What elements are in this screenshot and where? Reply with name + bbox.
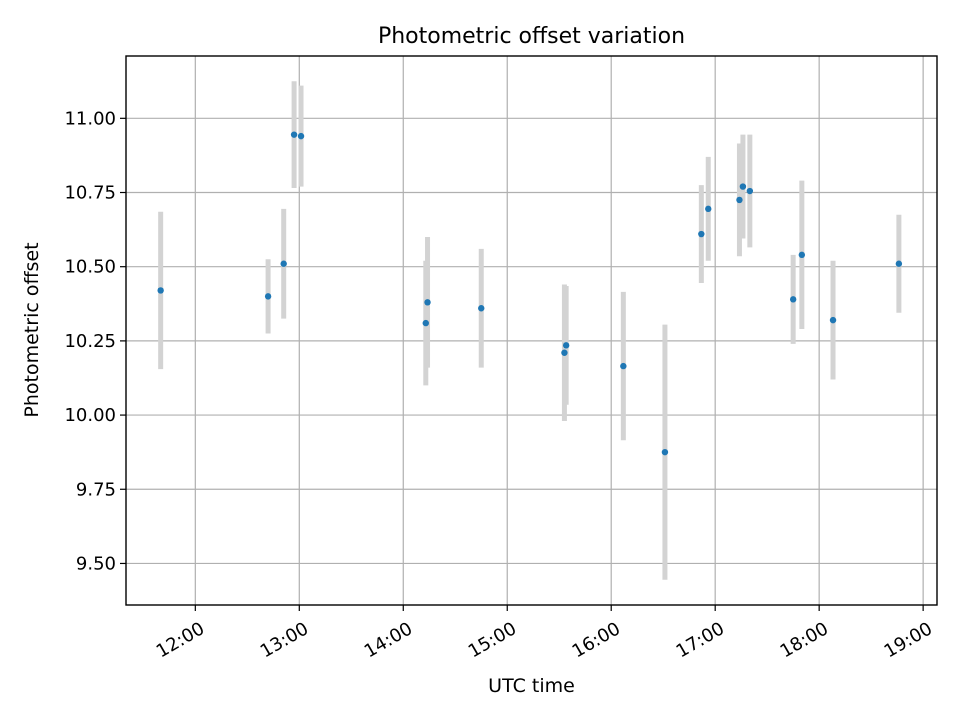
data-point	[424, 299, 431, 306]
data-point	[562, 342, 570, 349]
data-point	[478, 305, 485, 312]
data-point	[736, 196, 743, 204]
data-points	[157, 131, 903, 456]
data-point	[264, 293, 272, 300]
x-tick-label: 16:00	[569, 618, 624, 662]
data-point	[561, 349, 568, 356]
data-point	[157, 287, 164, 294]
x-tick-label: 15:00	[465, 618, 520, 662]
y-tick-label: 9.75	[76, 479, 116, 500]
chart-title: Photometric offset variation	[378, 24, 685, 49]
y-tick-label: 10.00	[64, 405, 116, 426]
data-point	[746, 187, 754, 195]
y-axis-label: Photometric offset	[21, 242, 43, 417]
x-tick-label: 18:00	[777, 618, 832, 662]
x-tick-label: 13:00	[257, 618, 312, 662]
data-point	[698, 230, 705, 238]
data-point	[829, 316, 837, 324]
x-tick-label: 14:00	[361, 618, 416, 662]
y-tick-label: 11.00	[64, 108, 116, 129]
data-point	[661, 448, 669, 456]
data-point	[739, 183, 747, 190]
data-point	[290, 131, 298, 138]
error-bars	[158, 81, 902, 580]
data-point	[280, 260, 287, 267]
x-tick-label: 19:00	[881, 618, 936, 662]
data-point	[798, 251, 806, 259]
x-tick-label: 17:00	[673, 618, 728, 662]
x-axis-label: UTC time	[488, 675, 575, 697]
data-point	[297, 132, 305, 140]
data-point	[789, 296, 797, 303]
x-tick-label: 12:00	[153, 618, 208, 662]
plot-frame	[125, 55, 938, 606]
grid-lines	[126, 56, 937, 605]
y-tick-label: 10.75	[64, 183, 116, 204]
data-point	[620, 362, 627, 370]
y-tick-label: 10.50	[64, 257, 116, 278]
y-tick-label: 10.25	[64, 331, 116, 352]
y-tick-label: 9.50	[76, 553, 116, 574]
data-point	[895, 260, 903, 267]
data-point	[422, 319, 429, 327]
data-point	[705, 205, 712, 213]
